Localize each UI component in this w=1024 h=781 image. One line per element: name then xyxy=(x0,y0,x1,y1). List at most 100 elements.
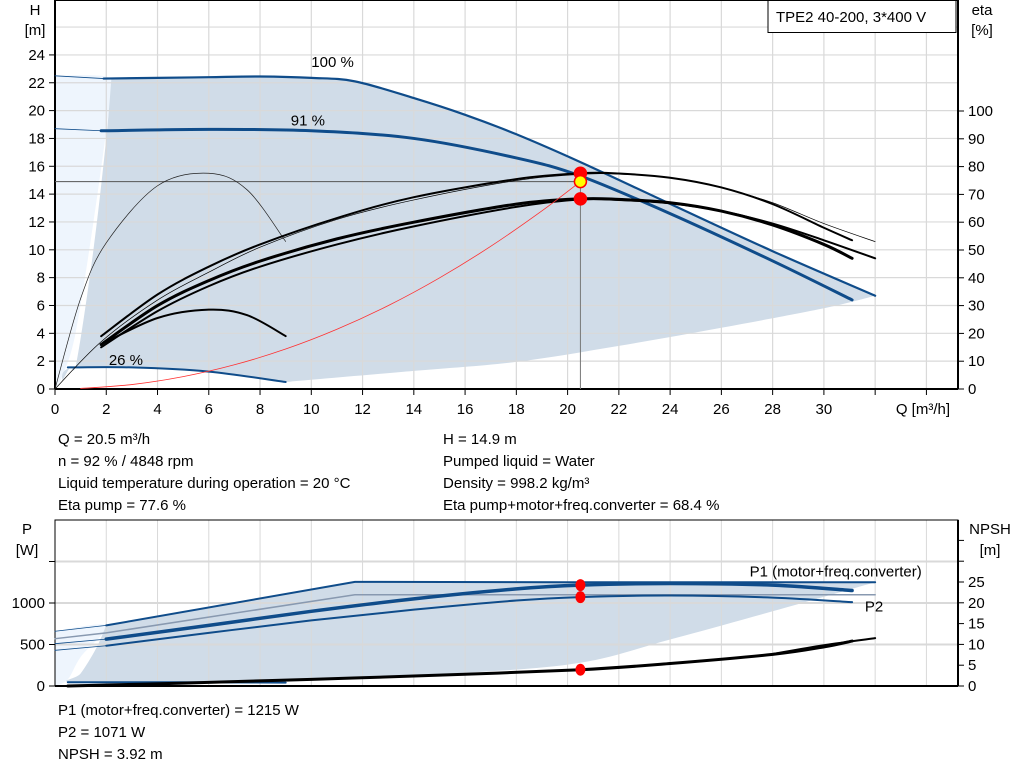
h-tick-label: 6 xyxy=(37,297,45,314)
speed-label: 91 % xyxy=(291,112,325,129)
curve-p1 xyxy=(104,581,854,641)
eta-tick-label: 50 xyxy=(968,242,985,259)
npsh-axis-unit: [m] xyxy=(980,542,1001,559)
info-speed: n = 92 % / 4848 rpm xyxy=(58,453,194,470)
h-tick-label: 20 xyxy=(28,103,45,120)
x-tick-label: 2 xyxy=(102,401,110,418)
x-tick-label: 4 xyxy=(153,401,161,418)
x-tick-label: 8 xyxy=(256,401,264,418)
curve-eta-small-thick xyxy=(100,308,287,346)
curve-eta-small-thin xyxy=(54,172,287,390)
eta-axis-unit: [%] xyxy=(971,22,993,39)
title-box xyxy=(767,0,957,33)
curve-h-100-ext xyxy=(54,75,105,79)
power-curve-label: P2 xyxy=(865,598,883,615)
h-axis-unit: [m] xyxy=(25,22,46,39)
npsh-tick-label: 5 xyxy=(968,657,976,674)
npsh-tick-label: 20 xyxy=(968,595,985,612)
operating-area xyxy=(62,77,876,383)
npsh-tick-label: 0 xyxy=(968,678,976,695)
operating-point-marker xyxy=(573,174,588,189)
power-area xyxy=(65,581,876,683)
curve-npsh-b xyxy=(771,637,877,655)
x-axis-label: Q [m³/h] xyxy=(896,401,950,418)
h-tick-label: 12 xyxy=(28,214,45,231)
x-tick-label: 18 xyxy=(508,401,525,418)
p-tick-label: 1000 xyxy=(12,595,45,612)
p-tick-label: 500 xyxy=(20,637,45,654)
eta-tick-label: 60 xyxy=(968,214,985,231)
eta-tick-label: 0 xyxy=(968,381,976,398)
h-tick-label: 8 xyxy=(37,270,45,287)
x-tick-label: 10 xyxy=(303,401,320,418)
speed-label: 100 % xyxy=(311,54,354,71)
npsh-tick-label: 10 xyxy=(968,636,985,653)
npsh-axis-label: NPSH xyxy=(969,521,1011,538)
info-temperature: Liquid temperature during operation = 20… xyxy=(58,475,351,492)
curve-h-91 xyxy=(99,127,854,302)
h-tick-label: 2 xyxy=(37,353,45,370)
info-eta-pump: Eta pump = 77.6 % xyxy=(58,497,186,514)
curve-p2-ext xyxy=(54,645,107,651)
h-tick-label: 0 xyxy=(37,381,45,398)
x-tick-label: 14 xyxy=(405,401,422,418)
curve-system-curve xyxy=(80,181,581,389)
h-tick-label: 18 xyxy=(28,130,45,147)
info-p2: P2 = 1071 W xyxy=(58,724,146,741)
eta-tick-label: 40 xyxy=(968,270,985,287)
eta-tick-label: 10 xyxy=(968,353,985,370)
h-tick-label: 10 xyxy=(28,242,45,259)
operating-point-marker xyxy=(575,579,586,592)
p-axis-unit: [W] xyxy=(16,542,39,559)
x-tick-label: 24 xyxy=(662,401,679,418)
x-tick-label: 12 xyxy=(354,401,371,418)
h-tick-label: 14 xyxy=(28,186,45,203)
curve-h-91-ext xyxy=(54,128,102,132)
x-tick-label: 0 xyxy=(51,401,59,418)
eta-tick-label: 90 xyxy=(968,131,985,148)
operating-area-light xyxy=(55,75,116,390)
info-h: H = 14.9 m xyxy=(443,431,517,448)
eta-tick-label: 20 xyxy=(968,325,985,342)
x-tick-label: 28 xyxy=(764,401,781,418)
eta-tick-label: 30 xyxy=(968,298,985,315)
curve-h-100 xyxy=(102,75,877,297)
p-tick-label: 0 xyxy=(37,678,45,695)
p-axis-label: P xyxy=(22,521,32,538)
eta-tick-label: 80 xyxy=(968,159,985,176)
operating-point-marker xyxy=(575,663,586,676)
chart-title: TPE2 40-200, 3*400 V xyxy=(776,9,926,26)
h-tick-label: 22 xyxy=(28,75,45,92)
power-area-light xyxy=(55,624,107,686)
x-tick-label: 6 xyxy=(205,401,213,418)
curve-eta-total-b xyxy=(100,197,877,349)
x-tick-label: 20 xyxy=(559,401,576,418)
operating-point-marker xyxy=(573,192,588,206)
x-tick-label: 22 xyxy=(611,401,628,418)
operating-point-marker xyxy=(575,591,586,604)
info-npsh: NPSH = 3.92 m xyxy=(58,746,163,763)
eta-tick-label: 70 xyxy=(968,186,985,203)
info-p1: P1 (motor+freq.converter) = 1215 W xyxy=(58,702,299,719)
npsh-tick-label: 25 xyxy=(968,574,985,591)
eta-tick-label: 100 xyxy=(968,103,993,120)
curve-p2 xyxy=(105,594,854,647)
power-curve-label: P1 (motor+freq.converter) xyxy=(750,563,922,580)
h-tick-label: 24 xyxy=(28,47,45,64)
h-axis-label: H xyxy=(30,2,41,19)
curve-h-26 xyxy=(66,366,287,384)
npsh-tick-label: 15 xyxy=(968,616,985,633)
curve-npsh xyxy=(66,639,854,688)
h-tick-label: 16 xyxy=(28,158,45,175)
h-tick-label: 4 xyxy=(37,325,45,342)
eta-axis-label: eta xyxy=(972,2,994,19)
curve-p1-ext xyxy=(54,638,107,645)
info-eta-total: Eta pump+motor+freq.converter = 68.4 % xyxy=(443,497,720,514)
info-q: Q = 20.5 m³/h xyxy=(58,431,151,448)
x-tick-label: 26 xyxy=(713,401,730,418)
info-liquid: Pumped liquid = Water xyxy=(443,453,595,470)
speed-label: 26 % xyxy=(109,352,143,369)
curve-p-max-ext xyxy=(54,625,107,632)
